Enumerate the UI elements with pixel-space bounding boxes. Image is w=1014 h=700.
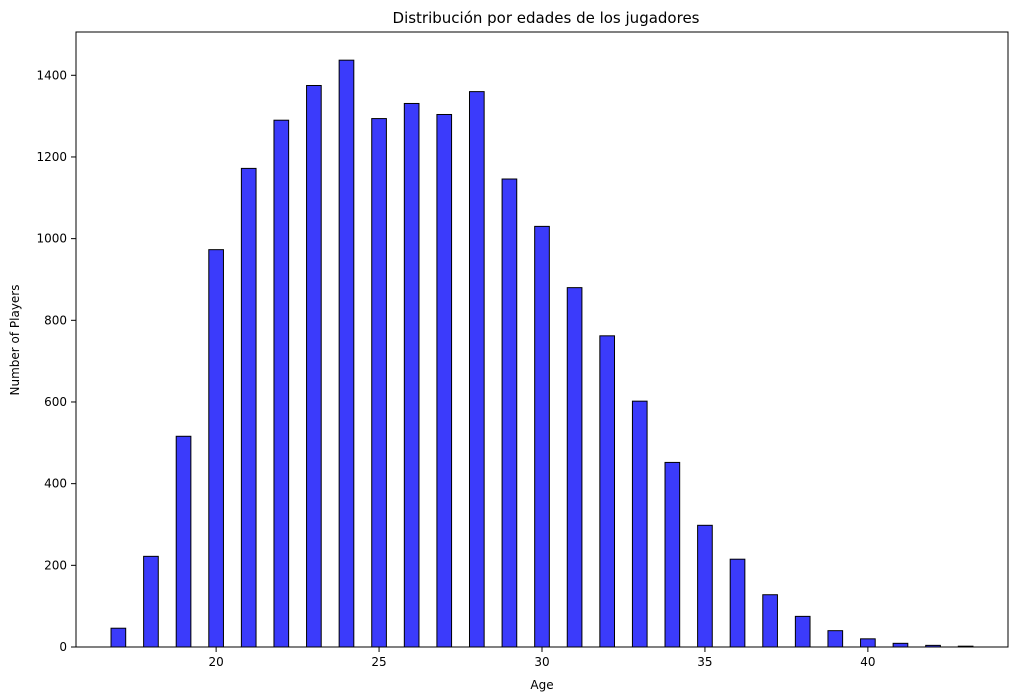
bar-age-22 <box>273 119 290 648</box>
bars-group <box>110 59 974 648</box>
chart-title: Distribución por edades de los jugadores <box>393 9 700 27</box>
bar-age-34 <box>664 461 681 648</box>
bar-age-43 <box>957 645 974 648</box>
x-tick-label: 40 <box>860 655 875 669</box>
bar-age-24 <box>338 59 355 648</box>
bar-age-21 <box>240 167 257 648</box>
bar-age-28 <box>468 91 485 648</box>
bar-age-33 <box>631 400 648 648</box>
bar-age-37 <box>762 594 778 648</box>
bar-age-17 <box>110 627 127 648</box>
bar-age-41 <box>892 642 909 648</box>
x-tick-label: 25 <box>371 655 386 669</box>
y-tick-label: 600 <box>44 395 67 409</box>
y-tick-label: 800 <box>44 313 67 327</box>
bar-age-36 <box>729 558 746 648</box>
bar-age-30 <box>534 225 550 648</box>
bar-age-23 <box>306 84 322 648</box>
y-axis-ticks: 0 200 400 600 800 1000 1200 1400 <box>36 68 76 654</box>
y-tick-label: 400 <box>44 477 67 491</box>
x-tick-label: 35 <box>697 655 712 669</box>
y-tick-label: 1000 <box>36 232 67 246</box>
bar-age-42 <box>925 644 941 648</box>
bar-age-31 <box>566 287 583 648</box>
bar-age-26 <box>403 102 420 648</box>
bar-age-19 <box>175 435 192 648</box>
x-tick-label: 20 <box>208 655 223 669</box>
bar-age-25 <box>371 118 387 648</box>
bar-age-18 <box>143 555 159 648</box>
x-axis-ticks: 20 25 30 35 40 <box>208 647 876 669</box>
bar-age-27 <box>436 113 453 648</box>
bar-age-39 <box>827 630 844 648</box>
bar-age-20 <box>208 249 224 648</box>
y-axis-label: Number of Players <box>8 285 22 396</box>
bar-age-38 <box>794 615 811 648</box>
y-tick-label: 0 <box>59 640 67 654</box>
y-tick-label: 1400 <box>36 68 67 82</box>
x-axis-label: Age <box>530 678 553 692</box>
y-tick-label: 200 <box>44 558 67 572</box>
x-tick-label: 30 <box>534 655 549 669</box>
bar-age-32 <box>599 335 616 648</box>
bar-age-40 <box>860 638 876 648</box>
y-tick-label: 1200 <box>36 150 67 164</box>
bar-age-35 <box>697 524 713 648</box>
bar-age-29 <box>501 178 518 648</box>
